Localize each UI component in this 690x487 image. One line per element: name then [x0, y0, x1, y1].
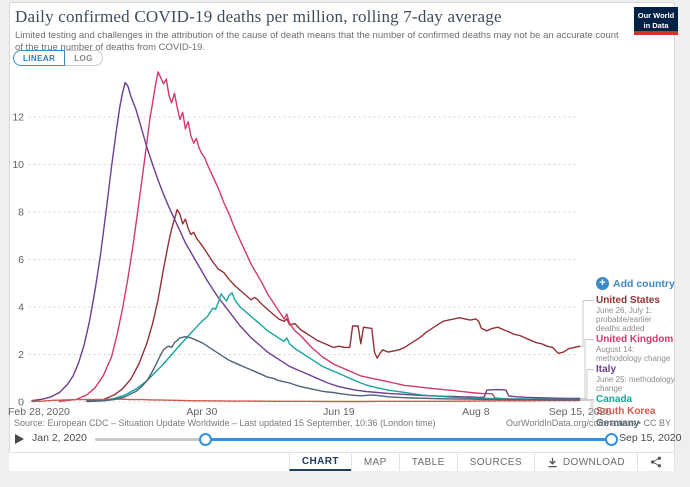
plus-icon: + [596, 277, 609, 290]
scale-toggle: LINEAR LOG [13, 50, 103, 66]
legend-item-germany[interactable]: Germany [596, 418, 676, 429]
chart-subtitle: Limited testing and challenges in the at… [15, 30, 619, 53]
owid-logo-line1: Our World [637, 11, 675, 20]
legend-label: Italy [596, 364, 617, 375]
timeline-start-label: Jan 2, 2020 [32, 432, 87, 444]
download-icon [548, 457, 557, 467]
legend-item-south-korea[interactable]: South Korea [596, 406, 676, 417]
tab-bar: CHART MAP TABLE SOURCES DOWNLOAD [9, 452, 675, 471]
legend-label: Germany [596, 418, 640, 429]
legend-note: August 14: methodology change [596, 345, 671, 363]
log-scale-button[interactable]: LOG [65, 50, 103, 66]
tab-map[interactable]: MAP [350, 453, 399, 471]
legend-item-united-kingdom[interactable]: United Kingdom August 14: methodology cha… [596, 334, 676, 363]
legend-item-united-states[interactable]: United States June 26, July 1: probable/e… [596, 295, 676, 333]
tab-download[interactable]: DOWNLOAD [533, 453, 637, 471]
timeline-start-handle[interactable] [199, 433, 213, 446]
timeline-track[interactable] [95, 433, 618, 446]
tab-share[interactable] [637, 453, 675, 471]
legend-label: United States [596, 295, 660, 306]
chart-card [9, 2, 675, 471]
legend-label: United Kingdom [596, 334, 674, 345]
source-note: Source: European CDC – Situation Update … [14, 418, 436, 428]
legend-item-canada[interactable]: Canada [596, 394, 676, 405]
timeline-bar: Jan 2, 2020 Sep 15, 2020 [0, 430, 690, 450]
linear-scale-button[interactable]: LINEAR [13, 50, 66, 66]
timeline-end-label: Sep 15, 2020 [619, 432, 682, 444]
page-title: Daily confirmed COVID-19 deaths per mill… [15, 7, 502, 26]
tab-sources[interactable]: SOURCES [456, 453, 534, 471]
credit-link[interactable]: OurWorldInData.org/coronavirus • CC BY [505, 418, 671, 428]
legend-note: June 26, July 1: probable/earlier deaths… [596, 306, 653, 333]
timeline-selected-range [205, 438, 612, 441]
legend-label: Canada [596, 394, 633, 405]
timeline-end-handle[interactable] [605, 433, 618, 446]
owid-logo-line2: in Data [643, 20, 669, 30]
legend-label: South Korea [596, 406, 656, 417]
play-icon[interactable] [15, 434, 24, 444]
tab-chart[interactable]: CHART [288, 453, 351, 471]
legend-note: June 25: methodology change [596, 375, 675, 393]
add-country-button[interactable]: + Add country [596, 277, 675, 290]
share-icon [650, 456, 662, 468]
legend-item-italy[interactable]: Italy June 25: methodology change [596, 364, 676, 393]
tab-table[interactable]: TABLE [398, 453, 457, 471]
add-country-label: Add country [613, 277, 675, 290]
legend-list: United States June 26, July 1: probable/e… [596, 295, 676, 430]
owid-logo[interactable]: Our World in Data [634, 7, 678, 35]
